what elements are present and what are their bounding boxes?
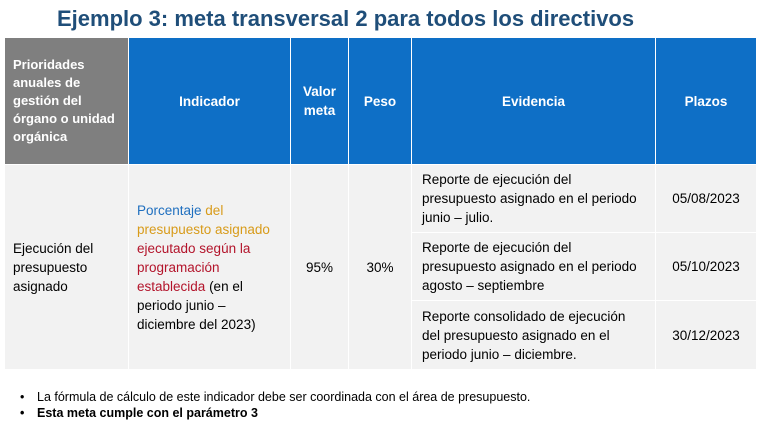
indicador-text-part: (en el periodo junio – diciembre del 202… [137, 278, 256, 332]
cell-plazo: 05/10/2023 [655, 232, 757, 301]
cell-evidencia: Reporte consolidado de ejecución del pre… [411, 300, 656, 370]
table-row: Reporte de ejecución del presupuesto asi… [5, 232, 757, 301]
cell-evidencia: Reporte de ejecución del presupuesto asi… [411, 232, 656, 301]
indicador-text-part: ejecutado según la programación establec… [137, 240, 251, 294]
header-valor-meta: Valor meta [290, 37, 349, 165]
header-plazos: Plazos [655, 37, 757, 165]
indicador-text-part: Porcentaje [137, 202, 202, 218]
indicador-text-part: del presupuesto asignado [137, 202, 270, 237]
page-title: Ejemplo 3: meta transversal 2 para todos… [57, 6, 635, 31]
note-text: La fórmula de cálculo de este indicador … [37, 390, 531, 404]
table-row: Ejecución del presupuesto asignado Porce… [4, 164, 757, 370]
header-indicador: Indicador [128, 37, 291, 165]
cell-valor-meta: 95% [290, 164, 349, 370]
bullet-icon: • [20, 390, 25, 404]
cell-plazo: 05/08/2023 [655, 164, 757, 233]
header-prioridades: Prioridades anuales de gestión del órgan… [4, 37, 129, 165]
cell-peso: 30% [348, 164, 412, 370]
cell-plazo: 30/12/2023 [655, 300, 757, 370]
goals-table: Prioridades anuales de gestión del órgan… [4, 37, 757, 370]
note-item: • Esta meta cumple con el parámetro 3 [20, 405, 530, 421]
cell-evidencia: Reporte de ejecución del presupuesto asi… [411, 164, 656, 233]
bullet-icon: • [20, 406, 25, 420]
cell-indicador: Porcentaje del presupuesto asignado ejec… [128, 164, 291, 370]
note-text: Esta meta cumple con el parámetro 3 [37, 406, 258, 420]
note-item: • La fórmula de cálculo de este indicador… [20, 389, 530, 405]
header-peso: Peso [348, 37, 412, 165]
table-row: Reporte consolidado de ejecución del pre… [5, 300, 757, 370]
notes-list: • La fórmula de cálculo de este indicador… [20, 389, 530, 421]
header-evidencia: Evidencia [411, 37, 656, 165]
cell-prioridad: Ejecución del presupuesto asignado [4, 164, 129, 370]
table-header-row: Prioridades anuales de gestión del órgan… [4, 37, 757, 165]
